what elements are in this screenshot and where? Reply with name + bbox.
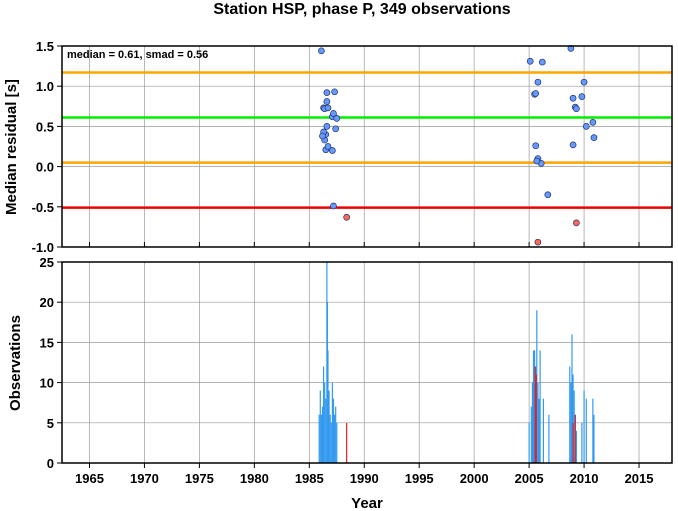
top-ytick-label-1: -0.5 — [32, 200, 54, 215]
data-point-s0-17 — [329, 147, 336, 154]
x-tick-label-10: 2015 — [625, 471, 654, 486]
x-tick-label-8: 2005 — [515, 471, 544, 486]
x-tick-label-3: 1980 — [240, 471, 269, 486]
data-point-s0-20 — [526, 57, 534, 65]
bottom-ytick-label-4: 20 — [40, 295, 54, 310]
data-point-s0-38 — [569, 141, 577, 149]
x-axis-label: Year — [351, 495, 383, 511]
data-point-s0-7 — [330, 110, 337, 117]
x-tick-label-5: 1990 — [350, 471, 379, 486]
x-tick-label-2: 1975 — [185, 471, 214, 486]
top-panel-frame — [61, 45, 673, 248]
top-points — [318, 45, 598, 246]
data-point-s0-33 — [578, 93, 586, 101]
x-tick-label-0: 1965 — [75, 471, 104, 486]
stat-annotation: median = 0.61, smad = 0.56 — [67, 49, 208, 61]
top-ytick-label-0: -1.0 — [32, 240, 54, 255]
data-point-s0-14 — [319, 132, 326, 140]
data-point-s0-34 — [580, 78, 588, 86]
data-point-s0-36 — [589, 119, 597, 126]
data-point-s0-30 — [569, 94, 577, 102]
x-tick-label-9: 2010 — [570, 471, 599, 486]
data-point-s0-22 — [532, 90, 540, 97]
data-point-s0-3 — [323, 89, 331, 96]
data-point-s0-6 — [331, 88, 338, 96]
data-point-s0-10 — [333, 115, 341, 122]
data-point-s0-0 — [318, 47, 325, 55]
bottom-bars — [318, 262, 595, 463]
x-tick-label-1: 1970 — [130, 471, 159, 486]
chart-title: Station HSP, phase P, 349 observations — [213, 1, 510, 18]
x-tick-label-7: 2000 — [460, 471, 489, 486]
data-point-s0-32 — [573, 105, 580, 113]
x-tick-label-6: 1995 — [405, 471, 434, 486]
data-point-s1-1 — [534, 238, 542, 246]
top-ytick-label-4: 1.0 — [36, 79, 54, 94]
data-point-s1-2 — [573, 219, 580, 227]
data-point-s0-24 — [538, 58, 546, 66]
data-point-s0-39 — [533, 157, 541, 165]
data-point-s0-13 — [323, 123, 331, 130]
data-point-s0-28 — [544, 191, 552, 199]
bottom-xticks: 1965 1970 1975 1980 1985 1990 1995 2000 2005 2010… — [75, 463, 653, 486]
bottom-ytick-label-0: 0 — [47, 456, 54, 471]
top-ytick-label-2: 0.0 — [36, 160, 54, 175]
data-point-s0-25 — [532, 142, 540, 150]
bottom-panel-frame — [61, 261, 673, 464]
bottom-ytick-label-5: 25 — [40, 255, 54, 270]
bottom-yticks: 0 5 10 15 20 25 — [40, 255, 62, 471]
bottom-ytick-label-1: 5 — [47, 416, 54, 431]
data-point-s0-19 — [323, 98, 331, 105]
bottom-ytick-label-3: 15 — [40, 335, 54, 350]
top-y-axis-label: Median residual [s] — [3, 79, 20, 215]
top-ytick-label-5: 1.5 — [36, 39, 54, 54]
x-tick-label-4: 1985 — [295, 471, 324, 486]
data-point-s1-0 — [343, 213, 351, 221]
data-point-s0-16 — [324, 143, 332, 150]
data-point-s0-18 — [330, 202, 337, 210]
top-grid — [62, 45, 672, 248]
top-ytick-label-3: 0.5 — [36, 119, 54, 134]
data-point-s0-37 — [590, 134, 598, 142]
bottom-y-axis-label: Observations — [7, 315, 24, 411]
bottom-ytick-label-2: 10 — [40, 376, 54, 391]
data-point-s0-23 — [534, 78, 542, 86]
data-point-s0-35 — [582, 123, 590, 130]
bottom-grid — [62, 261, 672, 464]
top-hlines — [62, 71, 672, 209]
data-point-s0-4 — [324, 104, 332, 112]
top-yticks: -1.0 -0.5 0.0 0.5 1.0 1.5 — [32, 39, 62, 255]
data-point-s0-11 — [332, 125, 340, 133]
